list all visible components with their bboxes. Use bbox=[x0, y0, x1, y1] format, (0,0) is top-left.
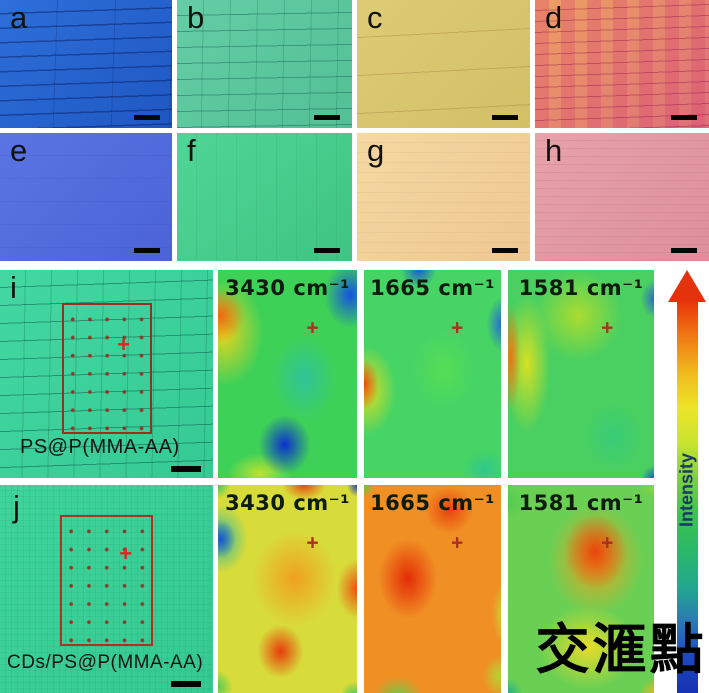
raman-map-i-1581: 1581 cm⁻¹ + bbox=[508, 270, 654, 478]
map-title: 3430 cm⁻¹ bbox=[225, 491, 350, 515]
scale-bar bbox=[671, 115, 697, 120]
roi-rectangle bbox=[61, 303, 153, 435]
micrograph-panel-d: d bbox=[535, 0, 709, 128]
sample-label: CDs/PS@P(MMA-AA) bbox=[7, 652, 204, 673]
map-marker-cross: + bbox=[306, 531, 319, 555]
colorbar-arrowhead-icon bbox=[668, 270, 706, 302]
raman-map-j-3430: 3430 cm⁻¹ + bbox=[218, 485, 357, 693]
micrograph-panel-g: g bbox=[357, 133, 530, 261]
micrograph-panel-i: i + PS@P(MMA-AA) bbox=[0, 270, 213, 478]
micrograph-panel-a: a bbox=[0, 0, 172, 128]
map-title: 1581 cm⁻¹ bbox=[518, 491, 644, 515]
map-marker-cross: + bbox=[451, 316, 464, 340]
map-title: 1665 cm⁻¹ bbox=[370, 276, 495, 300]
panel-letter-a: a bbox=[10, 0, 28, 35]
roi-marker-cross: + bbox=[119, 540, 133, 566]
panel-letter-j: j bbox=[13, 489, 20, 524]
micrograph-panel-f: f bbox=[177, 133, 352, 261]
micrograph-panel-c: c bbox=[357, 0, 530, 128]
scale-bar bbox=[492, 115, 518, 120]
micrograph-panel-e: e bbox=[0, 133, 172, 261]
map-marker-cross: + bbox=[601, 316, 614, 340]
intensity-label: Intensity bbox=[676, 452, 697, 527]
panel-letter-c: c bbox=[367, 0, 383, 35]
raman-map-i-1665: 1665 cm⁻¹ + bbox=[364, 270, 501, 478]
micrograph-panel-j: j + CDs/PS@P(MMA-AA) bbox=[0, 485, 213, 693]
scale-bar bbox=[134, 248, 160, 253]
panel-letter-g: g bbox=[367, 133, 385, 168]
scale-bar bbox=[134, 115, 160, 120]
micrograph-panel-b: b bbox=[177, 0, 352, 128]
map-marker-cross: + bbox=[451, 531, 464, 555]
colorbar-gradient bbox=[677, 300, 698, 693]
watermark-text: 交滙點 bbox=[535, 617, 707, 681]
scale-bar bbox=[314, 248, 340, 253]
micrograph-panel-h: h bbox=[535, 133, 709, 261]
map-marker-cross: + bbox=[306, 316, 319, 340]
map-title: 1581 cm⁻¹ bbox=[518, 276, 644, 300]
roi-marker-cross: + bbox=[117, 331, 130, 357]
raman-map-j-1581: 1581 cm⁻¹ + bbox=[508, 485, 654, 693]
roi-rectangle bbox=[59, 515, 154, 647]
panel-letter-f: f bbox=[187, 133, 196, 168]
scale-bar bbox=[671, 248, 697, 253]
scale-bar bbox=[314, 115, 340, 120]
intensity-colorbar: Intensity bbox=[658, 270, 709, 693]
scale-bar bbox=[171, 681, 201, 687]
raman-map-i-3430: 3430 cm⁻¹ + bbox=[218, 270, 357, 478]
scale-bar bbox=[492, 248, 518, 253]
map-marker-cross: + bbox=[601, 531, 614, 555]
panel-letter-d: d bbox=[545, 0, 563, 35]
scale-bar bbox=[171, 466, 201, 472]
raman-map-j-1665: 1665 cm⁻¹ + bbox=[364, 485, 501, 693]
panel-letter-h: h bbox=[545, 133, 563, 168]
map-title: 1665 cm⁻¹ bbox=[370, 491, 495, 515]
panel-letter-i: i bbox=[10, 270, 17, 305]
map-title: 3430 cm⁻¹ bbox=[225, 276, 350, 300]
panel-letter-b: b bbox=[187, 0, 205, 35]
sample-label: PS@P(MMA-AA) bbox=[20, 436, 180, 458]
panel-letter-e: e bbox=[10, 133, 28, 168]
